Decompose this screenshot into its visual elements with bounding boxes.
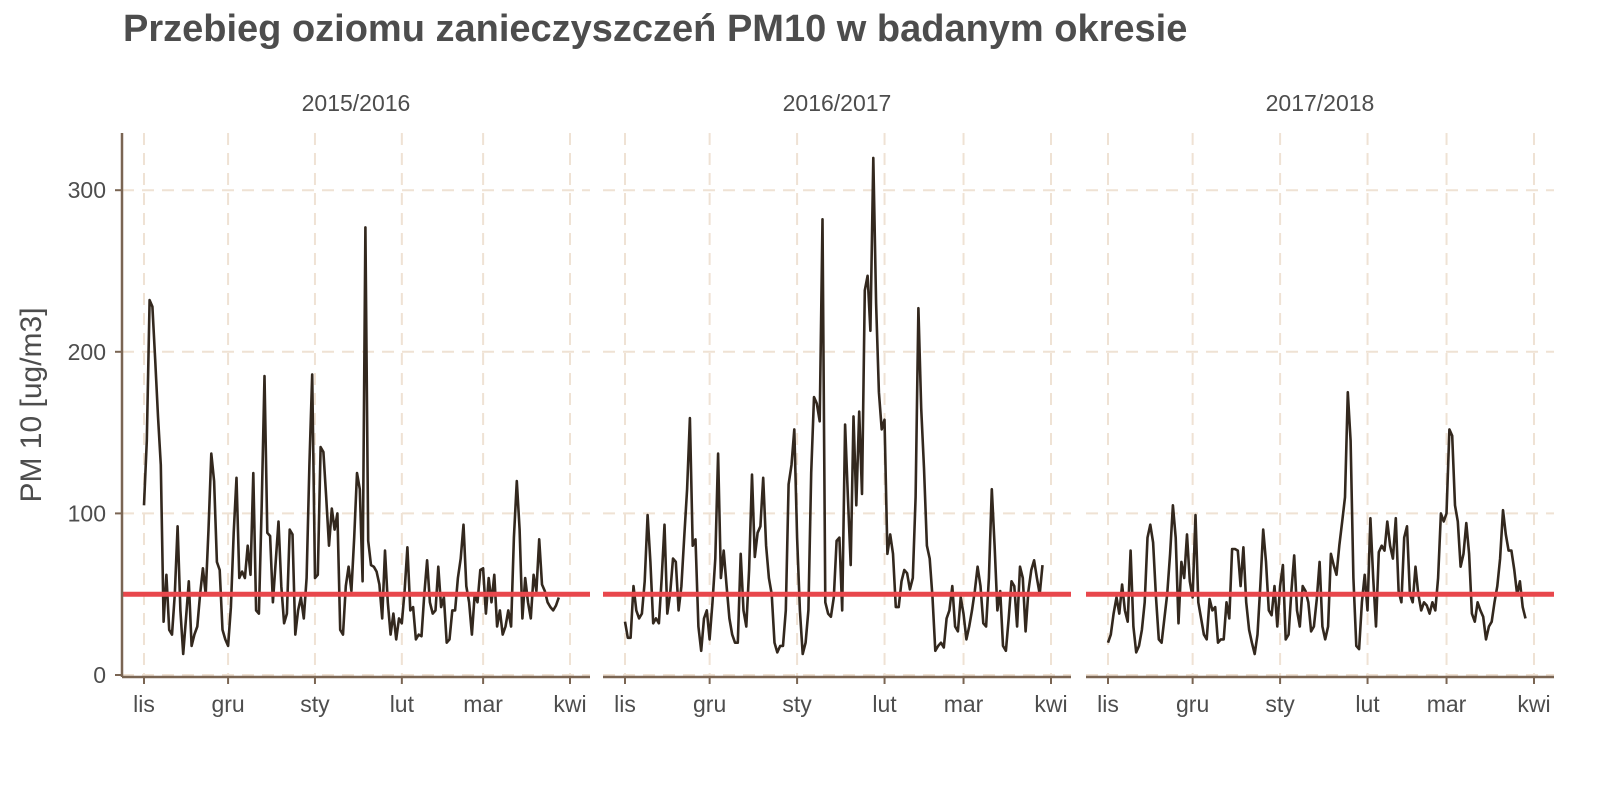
x-tick-label: kwi bbox=[553, 691, 586, 717]
series-line bbox=[623, 156, 1044, 656]
x-tick-label: lut bbox=[390, 691, 415, 717]
series-line bbox=[1106, 390, 1527, 656]
x-tick-label: mar bbox=[1427, 691, 1467, 717]
x-tick-label: gru bbox=[693, 691, 726, 717]
x-tick-label: lut bbox=[1355, 691, 1380, 717]
x-tick-label: mar bbox=[944, 691, 984, 717]
x-tick-label: sty bbox=[1265, 691, 1295, 717]
y-tick-label: 100 bbox=[68, 500, 106, 526]
facet-label: 2015/2016 bbox=[302, 90, 411, 116]
x-tick-label: sty bbox=[300, 691, 330, 717]
y-tick-label: 0 bbox=[93, 662, 106, 688]
x-tick-label: mar bbox=[463, 691, 503, 717]
x-tick-label: gru bbox=[211, 691, 244, 717]
x-tick-label: lut bbox=[872, 691, 897, 717]
y-tick-label: 300 bbox=[68, 177, 106, 203]
x-tick-label: lis bbox=[133, 691, 155, 717]
x-tick-label: gru bbox=[1176, 691, 1209, 717]
chart-title: Przebieg oziomu zanieczyszczeń PM10 w ba… bbox=[123, 8, 1188, 50]
y-tick-label: 200 bbox=[68, 339, 106, 365]
x-tick-label: kwi bbox=[1517, 691, 1550, 717]
x-tick-label: lis bbox=[614, 691, 636, 717]
facet-label: 2016/2017 bbox=[783, 90, 892, 116]
x-tick-label: sty bbox=[782, 691, 812, 717]
y-axis-title: PM 10 [ug/m3] bbox=[15, 307, 48, 502]
x-tick-label: lis bbox=[1097, 691, 1119, 717]
x-tick-label: kwi bbox=[1034, 691, 1067, 717]
series-line bbox=[142, 226, 561, 656]
facet-label: 2017/2018 bbox=[1266, 90, 1375, 116]
